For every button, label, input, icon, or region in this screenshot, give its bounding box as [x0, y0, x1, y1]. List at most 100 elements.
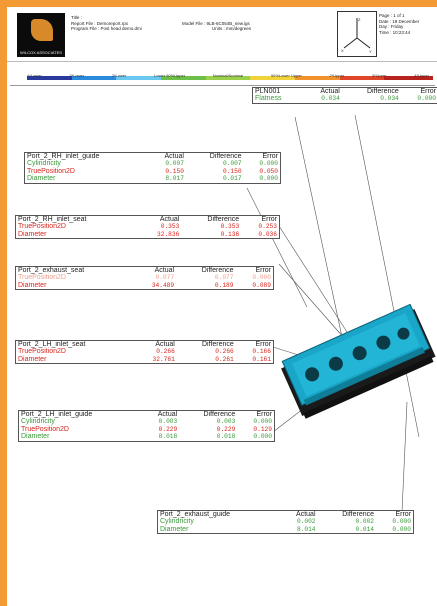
scale-label: Nominal/Nominal: [212, 73, 244, 78]
title-line: Title :: [71, 15, 82, 20]
table-row: TruePosition2D 0.266 0.266 0.166: [16, 348, 273, 355]
table-header-row: Port_2_LH_inlet_seat Actual Difference Erro…: [16, 341, 273, 348]
row-diff: 0.266: [215, 348, 234, 356]
row-error: 0.000: [253, 418, 272, 426]
table-row: Diameter 8.017 0.017 0.000: [25, 175, 280, 182]
feature-title: PLN001: [255, 88, 281, 95]
row-diff: 0.189: [214, 281, 234, 289]
port-2-rh-inlet-seat-table: Port_2_RH_inlet_seat Actual Difference Erro…: [15, 215, 280, 240]
tolerance-color-scale: [27, 67, 433, 80]
row-diff: 0.150: [223, 167, 242, 175]
row-label: Cylindricity: [21, 418, 55, 426]
column-header: Actual: [155, 341, 175, 348]
row-label: Diameter: [27, 175, 56, 183]
scale-swatch: [294, 76, 344, 80]
row-error: 0.161: [252, 355, 271, 363]
logo-figure-icon: [31, 19, 53, 41]
row-label: Diameter: [18, 355, 47, 363]
column-header: Actual: [159, 216, 180, 223]
port-2-exhaust-seat-table: Port_2_exhaust_seat Actual Difference Error…: [15, 266, 274, 291]
table-row: Cylindricity 0.002 0.002 0.000: [158, 518, 413, 525]
row-diff: 0.003: [216, 418, 236, 426]
row-actual: 0.003: [158, 418, 178, 426]
row-actual: 8.014: [296, 525, 316, 533]
row-actual: 0.007: [165, 160, 184, 168]
table-header-row: Port_2_LH_inlet_guide Actual Difference Err…: [19, 411, 274, 418]
row-actual: 0.150: [165, 167, 184, 175]
port-2-lh-inlet-guide-table: Port_2_LH_inlet_guide Actual Difference Err…: [18, 410, 275, 442]
scale-label: 4*Upper: [414, 73, 429, 78]
row-diff: 0.017: [223, 175, 242, 183]
row-error: 0.000: [259, 160, 278, 168]
scale-label: 3*Lower: [69, 73, 85, 78]
column-header: Difference: [367, 88, 399, 95]
row-error: 0.000: [392, 525, 411, 533]
table-row: Diameter 8.018 0.018 0.000: [19, 433, 274, 440]
column-header: Difference: [202, 341, 234, 348]
table-header-row: Port_2_RH_inlet_guide Actual Difference Err…: [25, 153, 280, 160]
table-header-row: Port_2_RH_inlet_seat Actual Difference Erro…: [16, 216, 279, 223]
row-diff: 0.353: [220, 223, 240, 231]
row-label: TruePosition2D: [18, 223, 66, 231]
column-header: Difference: [209, 153, 242, 160]
row-actual: 0.266: [156, 348, 175, 356]
page-info: Page : 1 of 1 Date : 19 December Day : F…: [379, 13, 419, 35]
program-file-line: Program File : Post head demo.dmi: [71, 26, 142, 31]
table-row: TruePosition2D 0.229 0.229 0.129: [19, 426, 274, 433]
row-actual: 34.489: [151, 281, 175, 289]
port-2-exhaust-guide-table: Port_2_exhaust_guide Actual Difference Erro…: [157, 510, 414, 535]
row-label: TruePosition2D: [21, 425, 69, 433]
scale-swatch: [384, 76, 433, 80]
column-header: Actual: [296, 511, 316, 518]
row-label: Cylindricity: [27, 160, 61, 168]
row-actual: 0.077: [155, 274, 175, 282]
row-diff: 0.229: [216, 425, 236, 433]
table-header-row: Port_2_exhaust_guide Actual Difference Erro…: [158, 511, 413, 518]
table-row: Diameter 32.836 0.136 0.036: [16, 231, 279, 238]
feature-title: Port_2_LH_inlet_guide: [21, 411, 93, 418]
row-error: 0.000: [417, 95, 436, 103]
scale-swatch: [160, 76, 210, 80]
column-header: Difference: [201, 267, 234, 274]
column-header: Difference: [203, 411, 236, 418]
feature-title: Port_2_LH_inlet_seat: [18, 341, 86, 348]
logo-text: WILCOX ASSOCIATES: [20, 50, 62, 55]
row-error: 0.000: [392, 518, 411, 526]
row-label: TruePosition2D: [27, 167, 75, 175]
table-header-row: PLN001 Actual Difference Error: [253, 88, 437, 95]
row-label: Cylindricity: [160, 518, 194, 526]
report-page: WILCOX ASSOCIATES Title : Report File : …: [7, 7, 437, 606]
column-header: Error: [255, 341, 271, 348]
column-header: Error: [255, 267, 271, 274]
row-diff: 0.261: [215, 355, 234, 363]
page-line: Page : 1 of 1: [379, 13, 405, 18]
column-header: Error: [420, 88, 436, 95]
table-row: TruePosition2D 0.077 0.077 0.000: [16, 274, 273, 281]
report-info: Title : Report File : Demoreport.rpx Pro…: [71, 15, 142, 32]
model-file-line: Model File : 9LB-6C054B_new.igs: [182, 20, 250, 26]
row-error: 0.000: [252, 274, 271, 282]
row-error: 0.036: [258, 230, 277, 238]
cylinder-head-part-icon: [281, 303, 436, 419]
port-2-lh-inlet-seat-table: Port_2_LH_inlet_seat Actual Difference Erro…: [15, 340, 274, 365]
time-line: Time : 10:23:44: [379, 29, 411, 35]
orientation-triad-icon: Z X Y: [337, 11, 377, 57]
row-label: Diameter: [18, 281, 47, 289]
table-row: Diameter 34.489 0.189 0.089: [16, 282, 273, 289]
row-label: Flatness: [255, 95, 282, 103]
column-header: Actual: [164, 153, 184, 160]
feature-title: Port_2_exhaust_guide: [160, 511, 231, 518]
row-error: 0.000: [253, 433, 272, 441]
column-header: Error: [261, 216, 277, 223]
column-header: Actual: [320, 88, 340, 95]
row-diff: 0.018: [216, 433, 236, 441]
day-line: Day : Friday: [379, 24, 404, 29]
feature-title: Port_2_RH_inlet_seat: [18, 216, 87, 223]
row-actual: 8.018: [158, 433, 178, 441]
row-diff: 0.136: [220, 230, 240, 238]
scale-label: 90%Lower Upper: [270, 73, 302, 78]
scale-label: 3*Upper: [371, 73, 387, 78]
row-label: TruePosition2D: [18, 274, 66, 282]
svg-text:Z: Z: [358, 17, 361, 22]
table-row: Flatness 0.034 0.034 0.000: [253, 95, 437, 102]
